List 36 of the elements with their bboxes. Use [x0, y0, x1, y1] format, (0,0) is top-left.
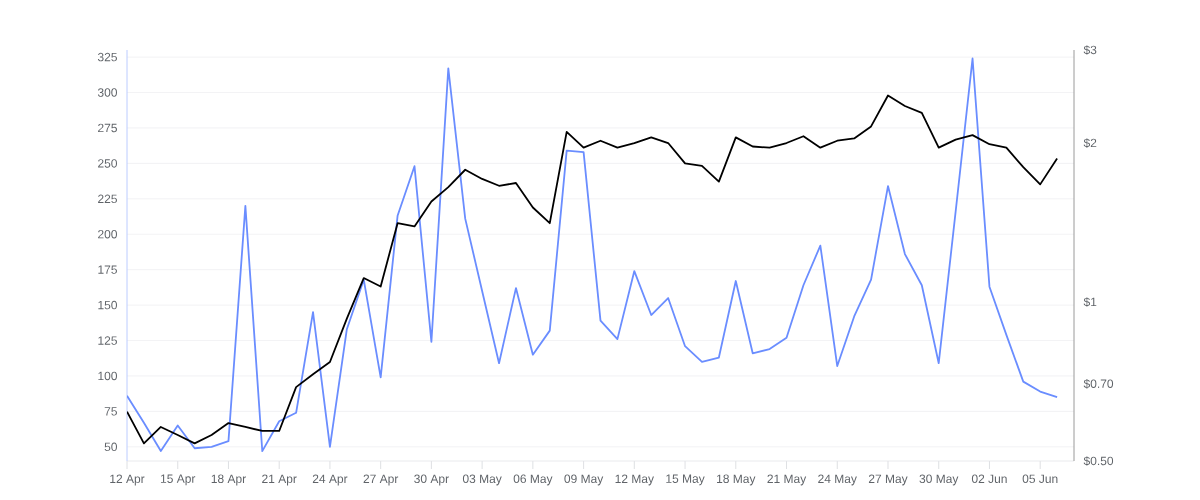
- x-tick-label: 12 Apr: [110, 474, 145, 486]
- y2-tick-label: $1: [1083, 297, 1097, 307]
- x-tick-label: 05 Jun: [1022, 474, 1058, 484]
- y-tick-label: 125: [98, 336, 117, 345]
- x-tick-label: 18 Apr: [211, 474, 246, 486]
- y2-tick-label: $2: [1083, 138, 1097, 148]
- y-tick-label: 100: [98, 371, 118, 381]
- y-tick-label: 200: [98, 229, 118, 239]
- y-tick-label: 300: [97, 88, 118, 97]
- y-tick-label: 225: [98, 194, 117, 204]
- x-tick-label: 03 May: [462, 474, 502, 486]
- x-tick-label: 02 Jun: [971, 474, 1007, 484]
- y-tick-label: 175: [98, 265, 117, 274]
- x-tick-label: 21 Apr: [262, 474, 297, 486]
- y-tick-label: 325: [97, 52, 117, 62]
- x-tick-label: 27 May: [868, 474, 908, 486]
- x-tick-label: 30 May: [919, 474, 959, 486]
- y-tick-label: 50: [104, 442, 118, 452]
- y-tick-label: 275: [98, 123, 117, 133]
- x-tick-label: 06 May: [513, 474, 553, 486]
- x-tick-label: 15 Apr: [160, 474, 196, 486]
- x-tick-label: 27 Apr: [363, 474, 399, 486]
- y2-tick-label: $0.70: [1083, 378, 1114, 389]
- x-tick-label: 09 May: [564, 474, 604, 486]
- x-tick-label: 18 May: [717, 474, 756, 486]
- x-tick-label: 24 Apr: [312, 474, 348, 486]
- x-tick-label: 24 May: [818, 474, 857, 486]
- x-tick-label: 12 May: [615, 474, 654, 486]
- y-tick-label: 75: [104, 407, 117, 416]
- y-tick-label: 150: [98, 300, 118, 310]
- y2-tick-label: $3: [1083, 45, 1097, 55]
- y2-tick-label: $0.50: [1083, 456, 1114, 466]
- y-tick-label: 250: [98, 159, 118, 168]
- x-tick-label: 30 Apr: [414, 474, 449, 486]
- x-tick-label: 21 May: [767, 474, 807, 486]
- x-tick-label: 15 May: [666, 474, 705, 486]
